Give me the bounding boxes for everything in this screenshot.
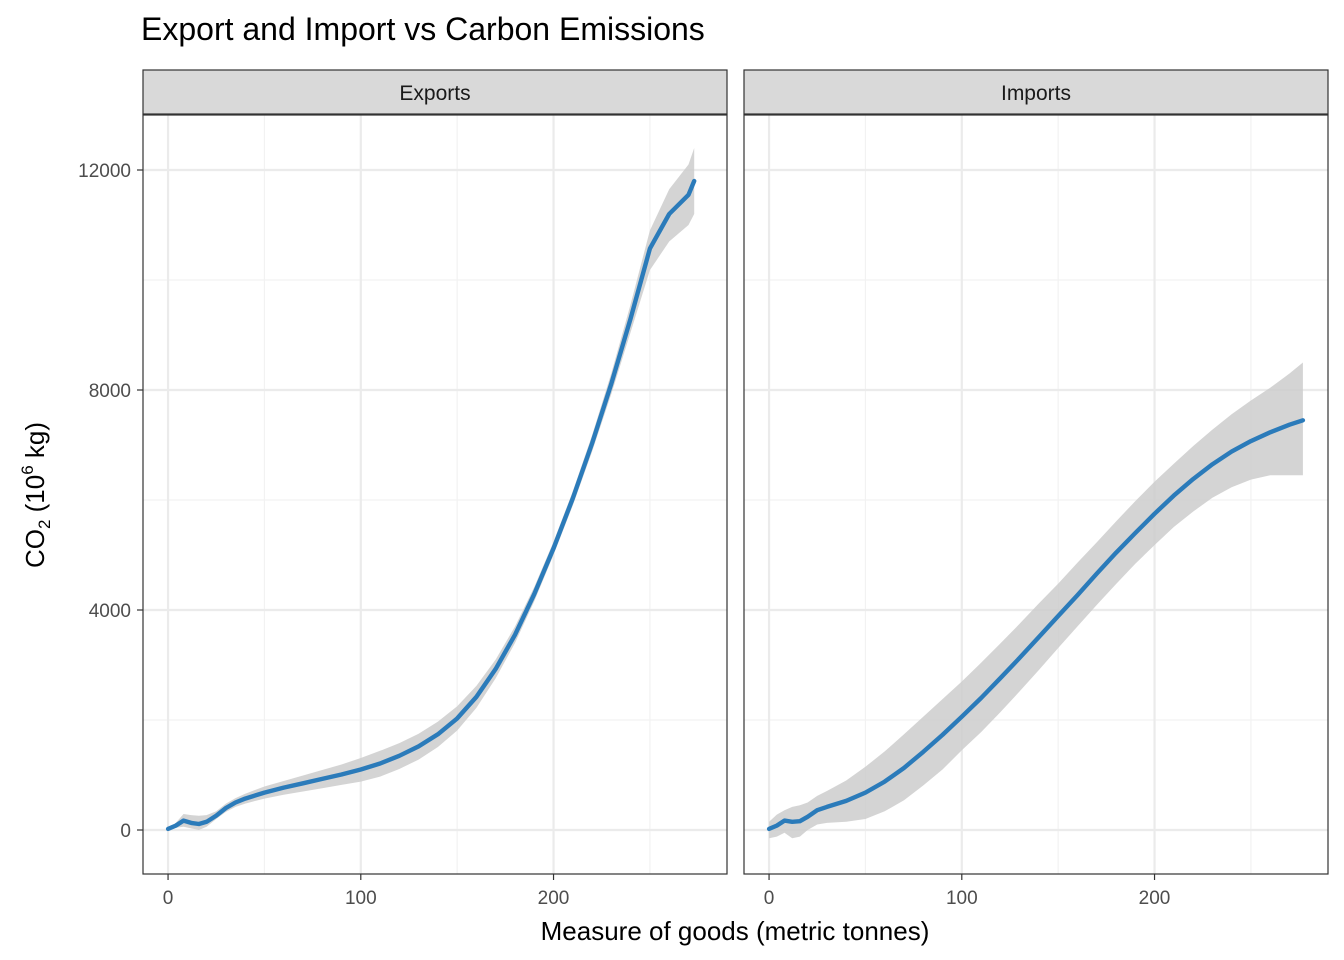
panel-border-exports (142, 114, 728, 875)
x-tick-label: 0 (163, 888, 174, 909)
y-axis-title: CO2 (106 kg) (18, 422, 54, 568)
strip-background-imports (743, 69, 1329, 115)
y-axis-title-open: (10 (20, 475, 50, 520)
confidence-band (769, 362, 1303, 839)
x-tick-label: 100 (345, 888, 377, 909)
strip-label-exports: Exports (399, 82, 470, 105)
x-axis-exports: 0 100 200 (163, 874, 570, 909)
chart-title: Export and Import vs Carbon Emissions (141, 11, 705, 47)
x-axis-title: Measure of goods (metric tonnes) (541, 916, 930, 946)
y-axis-title-unit: kg) (20, 422, 50, 465)
plot-area-imports (744, 115, 1328, 874)
y-tick-label: 12000 (78, 161, 131, 182)
panel-imports: Imports (743, 69, 1329, 875)
strip-background-exports (142, 69, 728, 115)
y-axis: 0 4000 8000 12000 (78, 161, 143, 842)
x-tick-label: 100 (946, 888, 978, 909)
gridlines-exports (143, 115, 727, 874)
x-axis-imports: 0 100 200 (764, 874, 1171, 909)
y-axis-title-superscript: 6 (18, 465, 37, 474)
y-tick-label: 8000 (89, 381, 131, 402)
series-exports (165, 148, 697, 832)
strip-label-imports: Imports (1001, 82, 1071, 105)
smooth-line (165, 178, 697, 832)
series-imports (766, 362, 1306, 839)
y-axis-title-base: CO (20, 529, 50, 568)
x-tick-label: 0 (764, 888, 775, 909)
y-tick-label: 4000 (89, 601, 131, 622)
x-tick-label: 200 (538, 888, 570, 909)
panel-exports: Exports (142, 69, 728, 875)
smooth-line (766, 418, 1306, 832)
y-tick-label: 0 (120, 821, 131, 842)
y-axis-title-subscript: 2 (35, 520, 54, 529)
panel-border-imports (743, 114, 1329, 875)
plot-area-exports (143, 115, 727, 874)
x-tick-label: 200 (1139, 888, 1171, 909)
